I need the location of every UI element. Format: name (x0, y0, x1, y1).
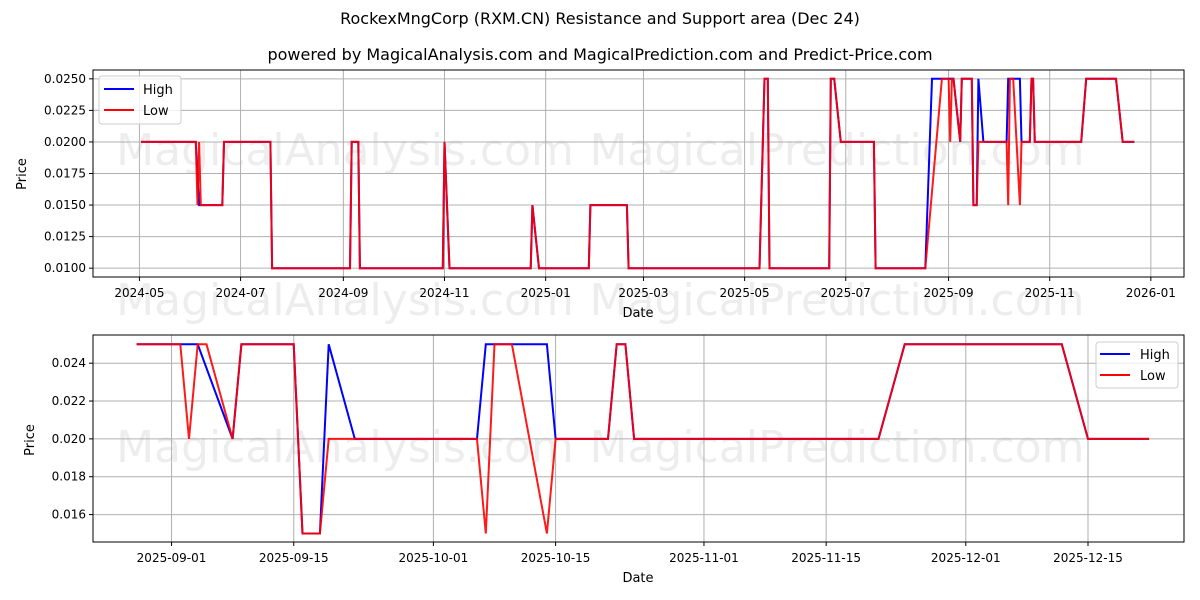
y-tick-label: 0.0125 (44, 230, 86, 244)
x-tick-label: 2025-10-01 (399, 551, 469, 565)
y-tick-label: 0.022 (52, 394, 86, 408)
zoomed-range-chart: MagicalAnalysis.com MagicalPrediction.co… (23, 334, 1185, 586)
legend-high-label: High (1140, 348, 1170, 363)
full-range-chart: MagicalAnalysis.com MagicalPrediction.co… (15, 69, 1185, 326)
chart-subtitle: powered by MagicalAnalysis.com and Magic… (267, 45, 933, 64)
y-axis-label: Price (15, 158, 30, 190)
y-tick-label: 0.0100 (44, 261, 86, 275)
x-tick-label: 2025-09 (923, 286, 973, 300)
legend-low-label: Low (1140, 369, 1166, 384)
x-axis-label: Date (622, 306, 653, 321)
x-tick-label: 2024-11 (419, 286, 469, 300)
x-axis-ticks: 2025-09-01 2025-09-15 2025-10-01 2025-10-15… (137, 542, 1123, 565)
series-lines (141, 77, 1135, 270)
watermark-analysis: MagicalAnalysis.com (116, 422, 574, 473)
y-tick-label: 0.0250 (44, 72, 86, 86)
y-tick-label: 0.018 (52, 470, 86, 484)
series-lines (136, 343, 1150, 535)
chart-title: RockexMngCorp (RXM.CN) Resistance and Su… (340, 9, 860, 28)
x-tick-label: 2025-10-15 (521, 551, 591, 565)
legend-high-label: High (143, 83, 173, 98)
x-tick-label: 2025-11-01 (669, 551, 739, 565)
series-low-line (136, 343, 1150, 535)
x-tick-label: 2025-09-15 (259, 551, 329, 565)
x-tick-label: 2025-03 (618, 286, 668, 300)
watermark-analysis: MagicalAnalysis.com (116, 275, 574, 326)
watermark-prediction: MagicalPrediction.com (590, 125, 1085, 176)
watermark: MagicalAnalysis.com MagicalPrediction.co… (116, 125, 1084, 326)
x-axis-label: Date (622, 571, 653, 586)
y-tick-label: 0.0225 (44, 103, 86, 117)
x-tick-label: 2025-11 (1025, 286, 1075, 300)
y-axis-ticks: 0.016 0.018 0.020 0.022 0.024 (52, 356, 93, 522)
watermark-analysis: MagicalAnalysis.com (116, 125, 574, 176)
legend: High Low (1095, 341, 1179, 389)
x-tick-label: 2025-07 (821, 286, 871, 300)
y-tick-label: 0.020 (52, 432, 86, 446)
y-tick-label: 0.0150 (44, 198, 86, 212)
y-tick-label: 0.0175 (44, 167, 86, 181)
x-tick-label: 2025-12-01 (931, 551, 1001, 565)
watermark: MagicalAnalysis.com MagicalPrediction.co… (116, 422, 1084, 473)
watermark-prediction: MagicalPrediction.com (590, 275, 1085, 326)
x-tick-label: 2025-12-15 (1053, 551, 1123, 565)
y-tick-label: 0.024 (52, 356, 86, 370)
x-tick-label: 2024-07 (215, 286, 265, 300)
y-axis-ticks: 0.0100 0.0125 0.0150 0.0175 0.0200 0.0225 0.02… (44, 72, 93, 275)
x-tick-label: 2024-09 (318, 286, 368, 300)
x-axis-ticks: 2024-05 2024-07 2024-09 2024-11 2025-01 2025-… (114, 277, 1176, 300)
x-tick-label: 2024-05 (114, 286, 164, 300)
x-tick-label: 2025-11-15 (791, 551, 861, 565)
x-tick-label: 2025-05 (720, 286, 770, 300)
legend: High Low (98, 75, 182, 125)
y-tick-label: 0.016 (52, 508, 86, 522)
series-low-line (141, 77, 1135, 270)
x-tick-label: 2025-01 (521, 286, 571, 300)
x-tick-label: 2026-01 (1126, 286, 1176, 300)
watermark-prediction: MagicalPrediction.com (590, 422, 1085, 473)
y-axis-label: Price (23, 424, 38, 456)
legend-low-label: Low (143, 104, 169, 119)
x-tick-label: 2025-09-01 (137, 551, 207, 565)
y-tick-label: 0.0200 (44, 135, 86, 149)
